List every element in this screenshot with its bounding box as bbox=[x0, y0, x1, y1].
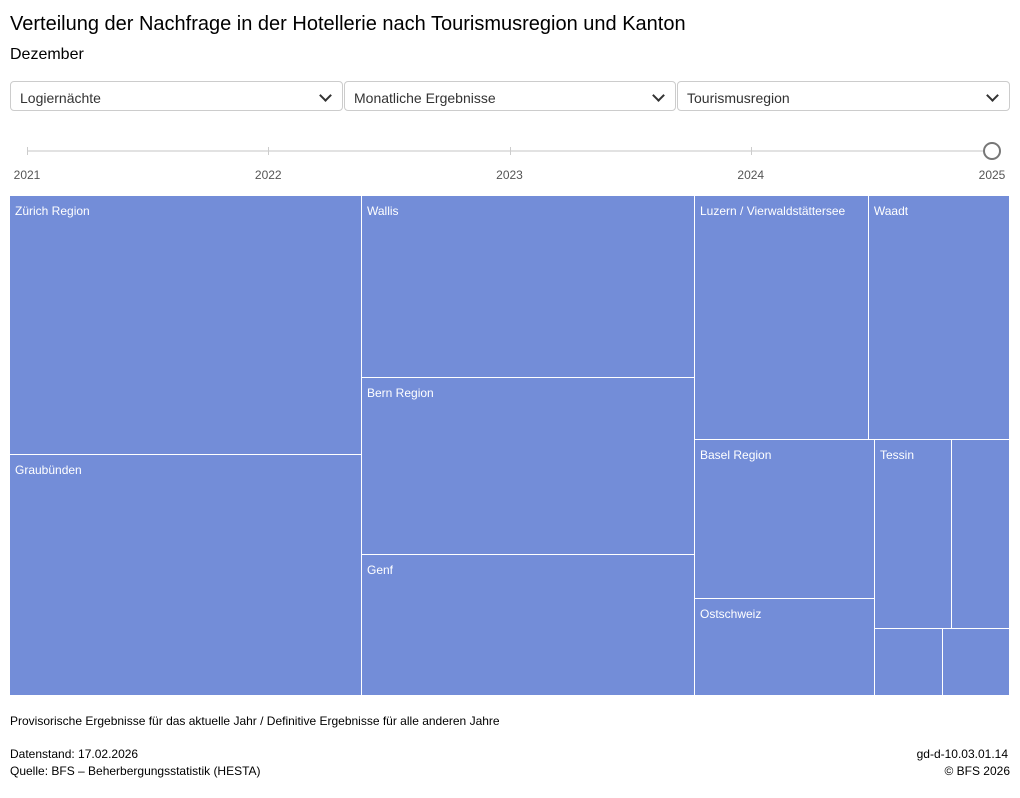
treemap-label: Bern Region bbox=[367, 385, 434, 400]
year-slider-handle[interactable] bbox=[983, 142, 1001, 160]
treemap-label: Ostschweiz bbox=[700, 606, 762, 621]
treemap-cell[interactable]: Zürich Region bbox=[10, 196, 362, 455]
chevron-down-icon bbox=[319, 89, 332, 102]
treemap-label: Genf bbox=[367, 562, 394, 577]
treemap-label: Tessin bbox=[880, 448, 915, 463]
source: Quelle: BFS – Beherbergungsstatistik (HE… bbox=[10, 764, 261, 778]
treemap-label: Basel Region bbox=[700, 448, 772, 463]
grouping-select[interactable]: Tourismusregion bbox=[677, 81, 1010, 111]
chevron-down-icon bbox=[652, 89, 665, 102]
treemap: Zürich Region Graubünden Wallis Bern Region… bbox=[10, 196, 1010, 696]
period-select[interactable]: Monatliche Ergebnisse bbox=[344, 81, 676, 111]
treemap-cell[interactable]: Luzern / Vierwaldstättersee bbox=[695, 196, 869, 441]
chart-subtitle: Dezember bbox=[10, 46, 84, 63]
treemap-label: Luzern / Vierwaldstättersee bbox=[700, 204, 846, 218]
treemap-cell[interactable]: Ostschweiz bbox=[695, 598, 875, 696]
measure-select[interactable]: Logiernächte bbox=[10, 81, 343, 111]
treemap-cell[interactable]: Graubünden bbox=[10, 454, 362, 696]
treemap-label: Waadt bbox=[873, 204, 909, 218]
period-select-value: Monatliche Ergebnisse bbox=[354, 90, 496, 106]
chevron-down-icon bbox=[986, 89, 999, 102]
slider-tick bbox=[268, 147, 270, 155]
grouping-select-value: Tourismusregion bbox=[687, 90, 790, 106]
slider-tick bbox=[27, 147, 28, 155]
slider-tick bbox=[750, 147, 752, 155]
treemap-label: Wallis bbox=[367, 204, 399, 218]
treemap-cell[interactable] bbox=[875, 629, 943, 696]
treemap-label: Zürich Region bbox=[15, 204, 90, 218]
chart-code: gd-d-10.03.01.14 bbox=[916, 747, 1008, 761]
copyright: © BFS 2026 bbox=[944, 764, 1010, 778]
slider-tick bbox=[509, 147, 511, 155]
treemap-cell[interactable]: Waadt bbox=[868, 196, 1010, 441]
treemap-cell[interactable]: Basel Region bbox=[695, 440, 875, 599]
treemap-cell[interactable]: Genf bbox=[362, 554, 695, 696]
year-label-2025[interactable]: 2025 bbox=[978, 168, 1006, 182]
data-date: Datenstand: 17.02.2026 bbox=[10, 747, 139, 761]
treemap-cell[interactable] bbox=[951, 440, 1010, 630]
year-label-2023[interactable]: 2023 bbox=[496, 168, 523, 182]
treemap-cell[interactable]: Tessin bbox=[875, 440, 952, 630]
footnote: Provisorische Ergebnisse für das aktuell… bbox=[10, 714, 500, 728]
chart-title: Verteilung der Nachfrage in der Hoteller… bbox=[10, 13, 686, 35]
year-label-2021[interactable]: 2021 bbox=[13, 168, 41, 182]
measure-select-value: Logiernächte bbox=[20, 90, 101, 106]
treemap-cell[interactable] bbox=[942, 629, 1010, 696]
treemap-label: Graubünden bbox=[15, 462, 82, 477]
year-label-2024[interactable]: 2024 bbox=[737, 168, 765, 182]
treemap-cell[interactable]: Bern Region bbox=[362, 377, 695, 555]
year-label-2022[interactable]: 2022 bbox=[254, 168, 282, 182]
treemap-cell[interactable]: Wallis bbox=[362, 196, 695, 378]
